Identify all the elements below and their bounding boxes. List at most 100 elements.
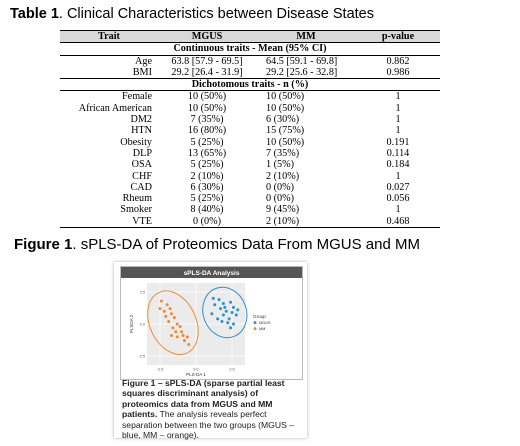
cell-mgus: 13 (65%) [187,147,227,159]
data-point-mgus [221,302,225,305]
data-point-mm [182,339,186,343]
data-point-mm [181,334,185,338]
table-row: Age 63.8 [57.9 - 69.5] 64.5 [59.1 - 69.8] 0… [60,55,440,67]
cell-mgus: 29.2 [26.4 - 31.9] [171,66,243,78]
legend-label-mm: MM [259,327,265,331]
cell-trait: Rheum [122,193,152,205]
data-point-mgus [220,319,224,323]
y-tick-label: 0.0 [140,322,145,326]
cell-trait: DM2 [130,114,152,126]
plot-title-bar [121,267,302,278]
data-point-mm [170,312,173,316]
table-row: Female 10 (50%) 10 (50%) 1 [60,91,440,103]
table-row: African American 10 (50%) 10 (50%) 1 [60,103,440,114]
cell-mgus: 0 (0%) [158,215,256,229]
confidence-ellipse-mgus [202,286,248,339]
cell-trait: BMI [132,66,152,78]
cell-p-value: 1 [395,204,401,216]
data-point-mgus [234,313,238,317]
data-point-mgus [213,303,217,307]
table-row: DM2 7 (35%) 6 (30%) 1 [60,114,440,125]
header-trait: Trait [60,29,158,44]
data-point-mgus [219,307,222,311]
cell-mm: 64.5 [59.1 - 69.8] [266,55,338,67]
cell-mm: 2 (10%) [266,170,300,182]
data-point-mgus [226,321,230,325]
header-mm: MM [256,29,356,44]
data-point-mm [178,325,182,329]
cell-p-value: 0.056 [386,193,410,205]
data-point-mm [164,314,168,318]
plot-title: sPLS-DA Analysis [184,270,240,277]
data-point-mgus [229,300,233,304]
cell-mgus: 6 (30%) [190,181,224,193]
confidence-ellipse-mm [147,290,199,355]
cell-mgus: 2 (10%) [190,170,224,182]
data-point-mm [174,330,178,334]
table-header-row: Trait MGUS MM p-value [60,29,440,44]
cell-mm: 10 (50%) [266,136,305,148]
cell-mm: 29.2 [25.6 - 32.8] [266,66,338,78]
data-point-mm [187,343,191,346]
spls-da-scatter-plot: sPLS-DA Analysis -2.5 0.0 2.5 2.5 0.0 -2.5 PLS-… [121,267,302,377]
cell-trait: Age [135,55,152,67]
table-row: Smoker 8 (40%) 9 (45%) 1 [60,204,440,215]
cell-trait: CHF [132,170,152,182]
figure-card: sPLS-DA Analysis -2.5 0.0 2.5 2.5 0.0 -2.5 PLS-… [114,262,307,441]
clinical-characteristics-table: Trait MGUS MM p-value Continuous traits … [60,29,440,229]
data-point-mgus [210,312,214,316]
x-axis-label: PLS-DA 1 [186,372,206,377]
table-row: Rheum 5 (25%) 0 (0%) 0.056 [60,193,440,204]
figure-description-bold: Figure 1 – sPLS-DA (sparse partial least… [122,378,285,420]
figure-description-rest: The analysis reveals perfect separation … [122,409,294,441]
cell-mgus: 5 (25%) [190,159,224,171]
table-row: VTE 0 (0%) 2 (10%) 0.468 [60,215,440,229]
data-point-mm [158,307,162,311]
legend-marker-mgus [253,321,257,325]
figure-caption-label: Figure 1 [14,236,73,253]
table-row: CAD 6 (30%) 0 (0%) 0.027 [60,182,440,193]
legend-title: Group [253,314,266,319]
cell-p-value: 0.986 [386,66,410,78]
cell-trait: Obesity [120,136,152,148]
table-caption: Table 1. Clinical Characteristics betwee… [10,6,374,22]
data-point-mm [171,326,175,330]
cell-mgus: 8 (40%) [190,204,224,216]
cell-mgus: 16 (80%) [187,125,227,137]
cell-p-value: 0.027 [386,181,410,193]
cell-p-value: 1 [395,114,401,126]
cell-p-value: 0.114 [386,147,410,159]
data-point-mgus [230,310,234,314]
x-tick-label: 0.0 [193,368,198,372]
table-section-title: Continuous traits - Mean (95% CI) [60,42,440,56]
table-row: OSA 5 (25%) 1 (5%) 0.184 [60,159,440,170]
cell-mm: 1 (5%) [266,159,295,171]
cell-trait: OSA [131,159,152,171]
cell-trait: African American [78,102,152,114]
cell-mgus: 7 (35%) [190,114,224,126]
x-tick-label: -2.5 [157,368,164,372]
cell-trait: HTN [131,125,152,137]
figure-caption-text: . sPLS-DA of Proteomics Data From MGUS a… [72,236,420,253]
cell-p-value: 0.862 [386,55,410,67]
data-point-mgus [231,305,235,309]
table-row: Obesity 5 (25%) 10 (50%) 0.191 [60,137,440,148]
data-point-mm [175,335,179,339]
table-section-row: Dichotomous traits - n (%) [60,78,440,92]
data-point-mgus [227,317,231,321]
cell-p-value: 1 [395,170,401,182]
cell-trait: DLP [132,147,152,159]
cell-p-value: 0.184 [386,159,410,171]
data-point-mgus [216,317,220,321]
cell-trait: Smoker [120,204,152,216]
plot-area: sPLS-DA Analysis -2.5 0.0 2.5 2.5 0.0 -2.5 PLS-… [120,266,303,380]
cell-mm: 0 (0%) [266,193,295,205]
cell-mgus: 5 (25%) [190,193,224,205]
legend-marker-mm [253,327,257,331]
cell-p-value: 0.468 [356,215,440,229]
table-caption-label: Table 1 [10,6,59,22]
header-p-value: p-value [356,29,440,44]
data-point-mgus [231,322,235,326]
cell-mgus: 10 (50%) [187,91,227,103]
y-tick-label: 2.5 [140,290,145,294]
